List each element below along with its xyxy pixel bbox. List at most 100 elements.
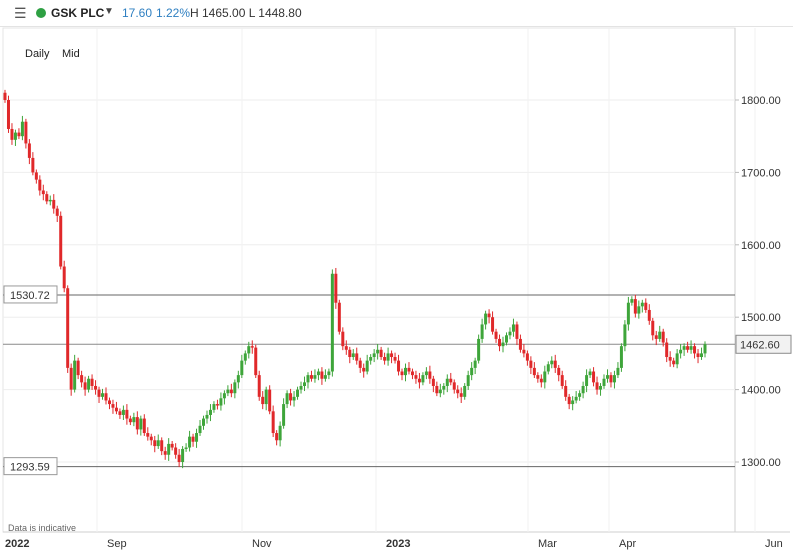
candle-body xyxy=(146,433,150,437)
high-low-readout: H 1465.00 L 1448.80 xyxy=(190,6,302,20)
candle-body xyxy=(208,409,212,415)
candle-body xyxy=(289,393,293,401)
candle-body xyxy=(633,299,637,314)
candle-body xyxy=(87,378,91,390)
candle-body xyxy=(66,288,70,368)
candle-body xyxy=(13,132,17,140)
candle-body xyxy=(139,418,143,430)
candle-body xyxy=(80,375,84,383)
candle-body xyxy=(651,320,655,336)
candle-body xyxy=(508,331,512,336)
candle-body xyxy=(438,389,442,394)
candle-body xyxy=(550,360,554,365)
x-tick-label: Sep xyxy=(107,538,127,550)
candle-body xyxy=(619,346,623,368)
lower-level-box[interactable] xyxy=(3,457,58,476)
x-tick-label: Nov xyxy=(252,538,272,550)
candle-body xyxy=(243,353,247,361)
candle-body xyxy=(73,360,77,390)
candle-body xyxy=(647,309,651,321)
candle-body xyxy=(135,417,139,430)
candle-body xyxy=(198,425,202,434)
candle-body xyxy=(456,389,460,394)
candle-body xyxy=(41,190,45,195)
candle-body xyxy=(536,375,540,379)
y-tick-label: 1300.00 xyxy=(741,457,781,469)
candle-body xyxy=(560,375,564,386)
candle-body xyxy=(599,385,603,390)
candle-body xyxy=(320,371,324,379)
y-tick-label: 1500.00 xyxy=(741,312,781,324)
candle-body xyxy=(6,100,10,129)
data-disclaimer: Data is indicative xyxy=(8,523,77,533)
candle-body xyxy=(254,347,258,376)
chevron-down-icon[interactable]: ▼ xyxy=(104,6,114,17)
y-tick-label: 1400.00 xyxy=(741,385,781,397)
candle-body xyxy=(128,418,132,423)
candle-body xyxy=(595,382,599,390)
candle-body xyxy=(644,302,648,310)
candle-body xyxy=(257,375,261,397)
candle-body xyxy=(435,385,439,394)
candle-body xyxy=(69,367,73,390)
candle-body xyxy=(24,121,28,144)
candle-body xyxy=(616,367,620,376)
candle-body xyxy=(609,375,613,383)
candle-body xyxy=(226,389,230,394)
candle-body xyxy=(682,346,686,350)
candle-body xyxy=(658,331,662,339)
interval-selector[interactable]: Daily xyxy=(25,48,50,60)
candle-body xyxy=(403,367,407,376)
y-axis: 1800.00 1700.00 1600.00 1500.00 1400.00 1300.… xyxy=(735,95,781,469)
candle-body xyxy=(306,375,310,383)
candle-body xyxy=(498,338,502,347)
x-tick-label: Mar xyxy=(538,538,557,550)
candle-body xyxy=(675,353,679,365)
candle-body xyxy=(522,349,526,354)
candle-body xyxy=(104,393,108,401)
candle-body xyxy=(250,346,254,348)
candle-body xyxy=(52,199,56,209)
candle-body xyxy=(292,396,296,401)
candle-body xyxy=(149,436,153,441)
x-tick-label: Apr xyxy=(619,538,636,550)
menu-icon[interactable]: ☰ xyxy=(14,5,27,21)
candle-body xyxy=(153,440,157,447)
candle-body xyxy=(45,194,49,202)
candle-body xyxy=(195,433,199,442)
instrument-name[interactable]: GSK PLC xyxy=(51,6,105,20)
candle-body xyxy=(215,404,219,406)
candle-body xyxy=(114,407,118,412)
candle-body xyxy=(111,404,115,408)
candle-body xyxy=(170,443,174,448)
x-tick-label: Jun xyxy=(765,538,783,550)
candle-body xyxy=(602,378,606,386)
price-change-percent: 1.22% xyxy=(156,6,191,20)
candle-body xyxy=(686,346,690,350)
candle-body xyxy=(372,353,376,358)
current-price-label: 1462.60 xyxy=(740,339,780,351)
candle-body xyxy=(358,360,362,368)
candle-body xyxy=(188,436,192,448)
candle-body xyxy=(400,371,404,376)
candle-body xyxy=(132,417,136,423)
candle-body xyxy=(654,335,658,339)
candle-body xyxy=(376,349,380,354)
candle-body xyxy=(285,393,289,405)
current-price-box xyxy=(735,334,792,354)
candle-body xyxy=(229,389,233,394)
candle-body xyxy=(118,411,122,415)
candle-body xyxy=(393,357,397,361)
candle-body xyxy=(94,385,98,390)
candle-body xyxy=(630,299,634,303)
candle-body xyxy=(626,302,630,325)
candle-body xyxy=(581,385,585,394)
candle-body xyxy=(160,440,164,452)
y-tick-label: 1600.00 xyxy=(741,240,781,252)
price-type-selector[interactable]: Mid xyxy=(62,48,80,60)
upper-level-box[interactable] xyxy=(3,285,58,304)
candle-body xyxy=(574,396,578,401)
x-axis: 2022 Sep Nov 2023 Mar Apr Jun xyxy=(5,538,783,550)
price-change: 17.60 xyxy=(122,6,153,20)
